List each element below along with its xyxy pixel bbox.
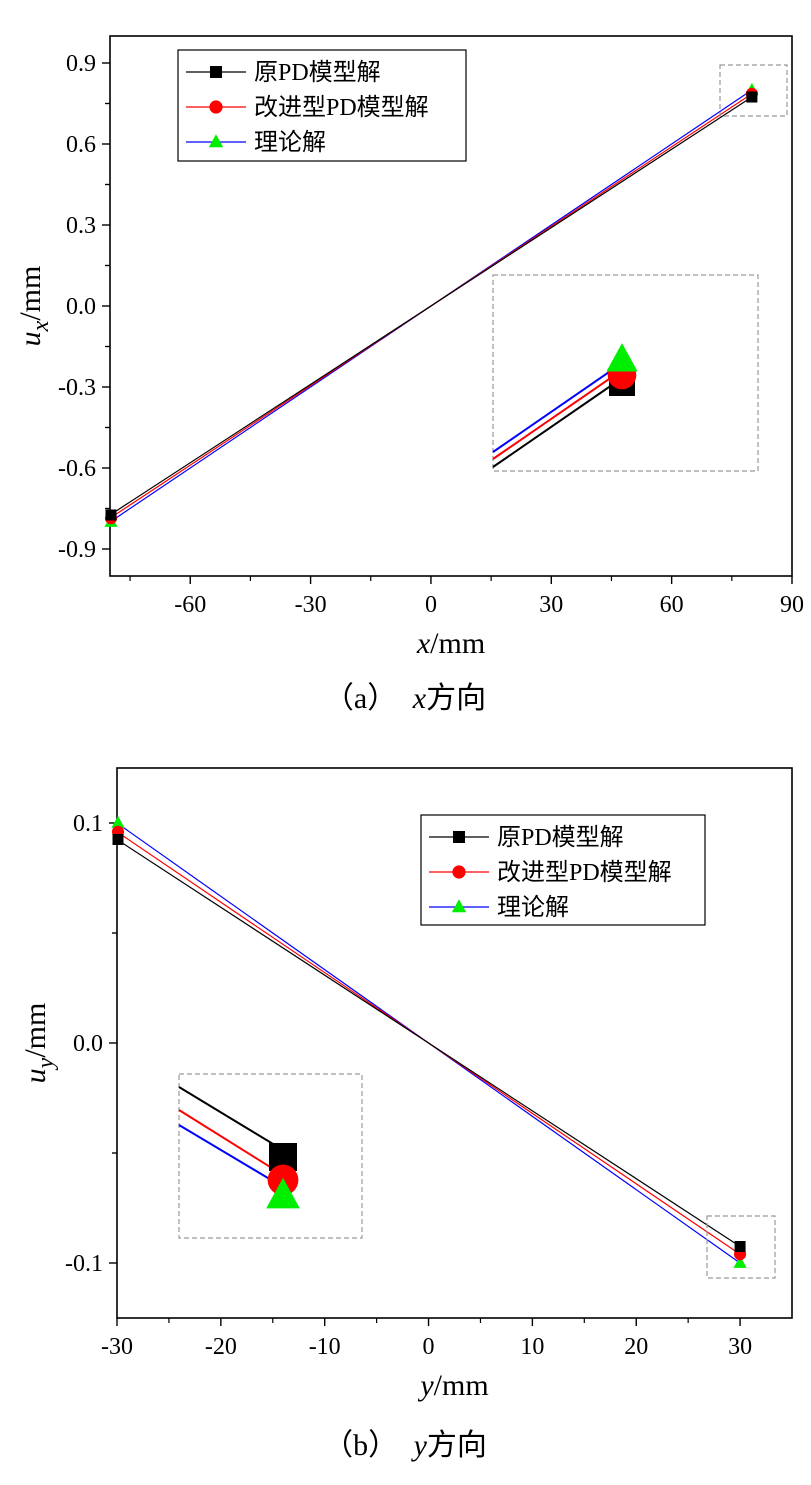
- y-axis-label-unit: /mm: [14, 266, 47, 321]
- x-axis-label: x/mm: [416, 627, 485, 660]
- data-point: [105, 509, 117, 521]
- x-tick-label: 10: [520, 1334, 544, 1360]
- legend-label: 原PD模型解: [497, 824, 624, 851]
- caption-var: y: [406, 1429, 428, 1462]
- data-point: [733, 1255, 747, 1268]
- data-point: [112, 834, 124, 845]
- x-axis-label: y/mm: [417, 1369, 488, 1402]
- y-tick-label: -0.1: [65, 1251, 103, 1277]
- y-tick-label: -0.9: [58, 537, 96, 563]
- chart-panel-b: -30 -20 -10 0 10 20 30-0.10.00.1y/mmuy/mm原PD模型…: [19, 767, 793, 1462]
- zoom-box: [719, 64, 788, 117]
- x-tick-label: -20: [205, 1334, 237, 1360]
- data-point: [111, 815, 125, 828]
- legend-marker: [209, 100, 223, 114]
- caption-suffix: 方向: [427, 1429, 487, 1462]
- legend-marker: [453, 831, 465, 843]
- y-tick-label: 0.6: [66, 132, 96, 158]
- series-line: [109, 96, 753, 516]
- x-tick-label: 20: [624, 1334, 648, 1360]
- y-tick-label: -0.6: [58, 456, 96, 482]
- caption-prefix: （a）: [324, 682, 397, 715]
- inset-point: [266, 1177, 300, 1209]
- inset-line: [178, 1086, 284, 1151]
- y-tick-label: -0.3: [58, 375, 96, 401]
- y-axis-label-sub: y: [33, 1057, 59, 1070]
- figure-caption: （a） x方向: [324, 682, 486, 715]
- legend-marker: [210, 66, 222, 78]
- inset: [178, 1073, 363, 1239]
- y-tick-label: 0.9: [66, 51, 96, 77]
- x-tick-label: 0: [425, 592, 437, 618]
- x-tick-label: -30: [101, 1334, 133, 1360]
- y-axis-label-var: u: [19, 1068, 52, 1083]
- caption-prefix: （b）: [323, 1429, 398, 1462]
- y-axis-label-unit: /mm: [19, 1003, 52, 1058]
- y-tick-label: 0.3: [66, 213, 96, 239]
- y-axis-label-var: u: [14, 331, 47, 346]
- legend-marker: [451, 899, 467, 913]
- x-tick-label: -30: [295, 592, 327, 618]
- caption-suffix: 方向: [426, 682, 486, 715]
- legend-label: 理论解: [254, 129, 326, 156]
- zoom-box: [706, 1215, 776, 1279]
- inset-point: [606, 343, 638, 372]
- y-axis-label: ux/mm: [14, 266, 54, 347]
- caption-var: x: [405, 682, 427, 715]
- inset-line: [178, 1109, 284, 1176]
- legend-marker: [208, 134, 224, 148]
- inset-line: [492, 376, 613, 460]
- series-line: [116, 838, 741, 1248]
- inset-line: [178, 1124, 284, 1188]
- x-tick-label: 30: [728, 1334, 752, 1360]
- x-tick-label: 60: [660, 592, 684, 618]
- data-point: [734, 1241, 746, 1252]
- inset-line: [492, 369, 613, 453]
- y-tick-label: 0.0: [66, 294, 96, 320]
- chart-panel-a: -60 -30 0 30 60 90 -0.9 -0.6 -0.3 0.0 0.3 0.6 0.9 x/m…: [14, 35, 804, 715]
- data-point: [746, 91, 758, 103]
- legend-label: 理论解: [497, 894, 569, 921]
- x-axis-label-unit: /mm: [434, 1369, 489, 1402]
- x-axis-label-unit: /mm: [430, 627, 485, 660]
- legend-marker: [452, 865, 466, 879]
- y-tick-label: 0.0: [73, 1031, 103, 1057]
- legend-label: 改进型PD模型解: [497, 859, 672, 886]
- x-tick-label: 30: [539, 592, 563, 618]
- x-tick-label: 90: [780, 592, 804, 618]
- x-tick-label: -60: [174, 592, 206, 618]
- y-axis-label: uy/mm: [19, 1003, 59, 1084]
- inset-line: [492, 384, 613, 468]
- y-tick-label: 0.1: [73, 811, 103, 837]
- x-tick-label: -10: [309, 1334, 341, 1360]
- x-axis-label-var: x: [416, 627, 431, 660]
- y-axis-label-sub: x: [28, 320, 54, 332]
- figure-caption: （b） y方向: [323, 1429, 487, 1462]
- legend-label: 改进型PD模型解: [254, 94, 429, 121]
- legend-label: 原PD模型解: [254, 59, 381, 86]
- x-tick-label: 0: [423, 1334, 435, 1360]
- inset: [492, 274, 759, 472]
- x-axis-label-var: y: [417, 1369, 434, 1402]
